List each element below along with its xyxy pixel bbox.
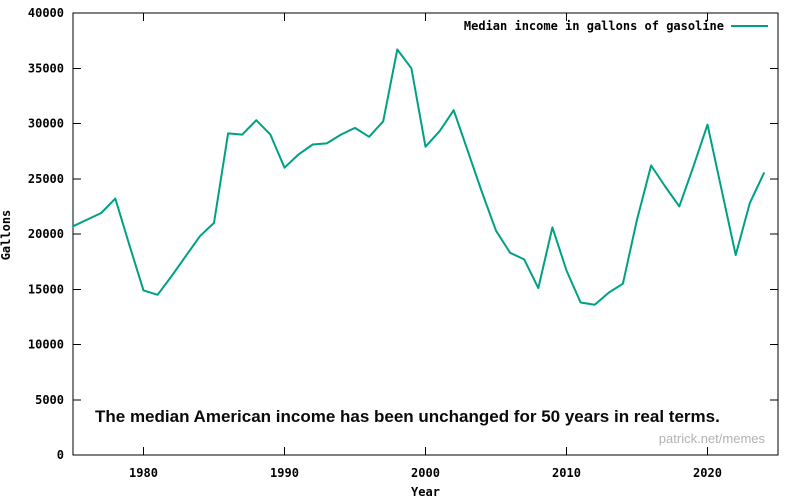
annotation-text: The median American income has been unch… — [95, 407, 720, 426]
y-tick-label: 35000 — [28, 61, 64, 75]
y-tick-label: 15000 — [28, 282, 64, 296]
legend-line-sample — [731, 25, 768, 27]
y-tick-label: 5000 — [35, 393, 64, 407]
plot-border — [72, 12, 779, 456]
y-tick-label: 40000 — [28, 6, 64, 20]
y-tick-label: 30000 — [28, 117, 64, 131]
x-tick-label: 2000 — [411, 466, 440, 480]
y-tick-label: 20000 — [28, 227, 64, 241]
y-tick-label: 25000 — [28, 172, 64, 186]
legend-label: Median income in gallons of gasoline — [463, 19, 724, 33]
y-tick-label: 10000 — [28, 338, 64, 352]
x-tick-label: 1980 — [129, 466, 158, 480]
watermark: patrick.net/memes — [658, 431, 765, 446]
x-tick-label: 2010 — [552, 466, 581, 480]
y-tick-label: 0 — [57, 448, 64, 462]
x-tick-label: 2020 — [693, 466, 722, 480]
legend: Median income in gallons of gasoline — [464, 19, 768, 33]
income-line — [72, 48, 765, 306]
x-axis-title: Year — [411, 485, 440, 499]
y-axis-title: Gallons — [0, 209, 13, 261]
x-tick-label: 1990 — [270, 466, 299, 480]
